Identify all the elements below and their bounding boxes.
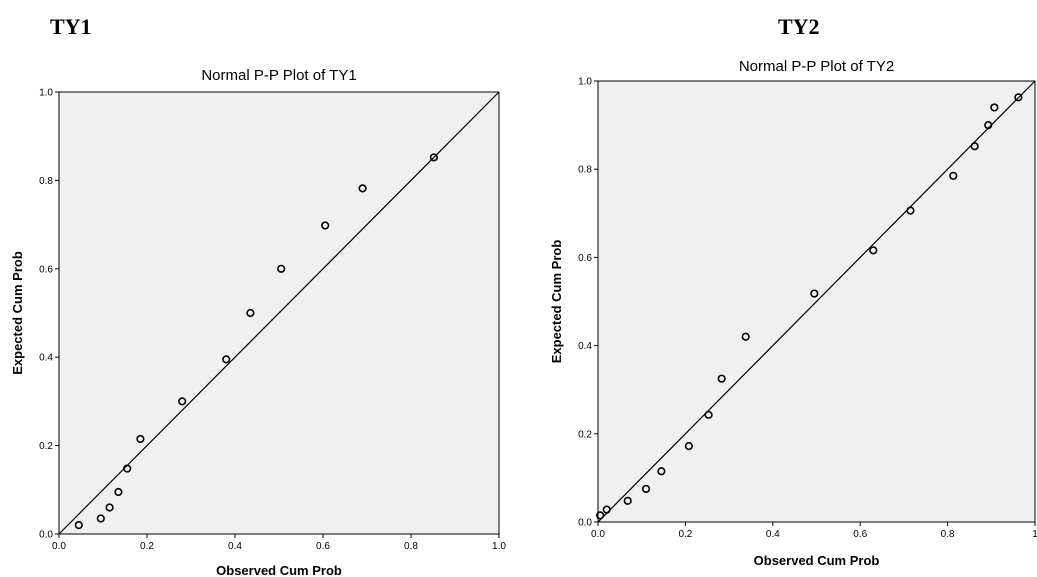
data-point [1014, 93, 1023, 102]
x-tick-label: 0.6 [316, 541, 330, 552]
data-point [704, 410, 713, 419]
x-tick-label: 0.6 [853, 529, 867, 540]
data-point [602, 505, 611, 514]
data-point [596, 511, 605, 520]
data-point [641, 484, 651, 494]
data-point [114, 487, 123, 497]
data-point [741, 332, 750, 341]
x-tick-label: 0.0 [591, 529, 605, 540]
data-point [906, 206, 915, 215]
data-point [869, 246, 878, 255]
data-point [949, 171, 958, 180]
y-tick-label: 0.4 [578, 341, 592, 352]
reference-line [58, 91, 500, 535]
data-point [810, 289, 819, 298]
x-tick-label: 0.8 [404, 541, 418, 552]
data-point [136, 434, 145, 444]
heading-ty2: TY2 [778, 14, 820, 39]
x-tick-label: 0.0 [52, 541, 66, 552]
data-point [984, 120, 993, 130]
data-point [96, 514, 105, 523]
data-point [321, 221, 330, 230]
data-point [990, 103, 999, 112]
x-tick-label: 0.8 [941, 529, 955, 540]
y-tick-label: 0.0 [39, 530, 53, 541]
data-point [277, 264, 286, 273]
y-tick-label: 0.6 [39, 264, 53, 275]
y-tick-label: 0.8 [39, 176, 53, 187]
data-point [222, 355, 231, 364]
x-tick-label: 1 [1032, 529, 1037, 540]
heading-ty1: TY1 [50, 14, 92, 39]
data-point [717, 374, 726, 383]
y-tick-label: 0.2 [39, 441, 53, 452]
data-point [429, 153, 438, 162]
data-point [684, 442, 693, 451]
y-tick-label: 0.4 [39, 353, 53, 364]
chart-title: Normal P-P Plot of TY2 [739, 58, 894, 75]
data-point [178, 397, 187, 406]
y-tick-label: 1.0 [39, 88, 53, 99]
y-tick-label: 0.0 [578, 518, 592, 529]
reference-line [597, 80, 1036, 523]
y-tick-label: 0.6 [578, 253, 592, 264]
x-tick-label: 0.4 [228, 541, 242, 552]
chart-title: Normal P-P Plot of TY1 [201, 67, 356, 84]
data-point [970, 142, 979, 151]
data-point [358, 184, 367, 193]
y-tick-label: 1.0 [578, 77, 592, 88]
x-axis-label: Observed Cum Prob [754, 553, 880, 568]
x-tick-label: 0.2 [140, 541, 154, 552]
x-tick-label: 0.4 [766, 529, 780, 540]
data-point [246, 308, 255, 318]
x-axis-label: Observed Cum Prob [216, 563, 342, 577]
y-axis-label: Expected Cum Prob [549, 240, 564, 364]
y-tick-label: 0.8 [578, 165, 592, 176]
data-point [105, 503, 114, 512]
x-tick-label: 1.0 [492, 541, 506, 552]
data-point [623, 496, 632, 505]
y-tick-label: 0.2 [578, 429, 592, 440]
x-tick-label: 0.2 [678, 529, 692, 540]
data-point [657, 467, 666, 476]
y-axis-label: Expected Cum Prob [10, 251, 25, 375]
data-point [123, 464, 132, 473]
data-point [74, 521, 83, 530]
